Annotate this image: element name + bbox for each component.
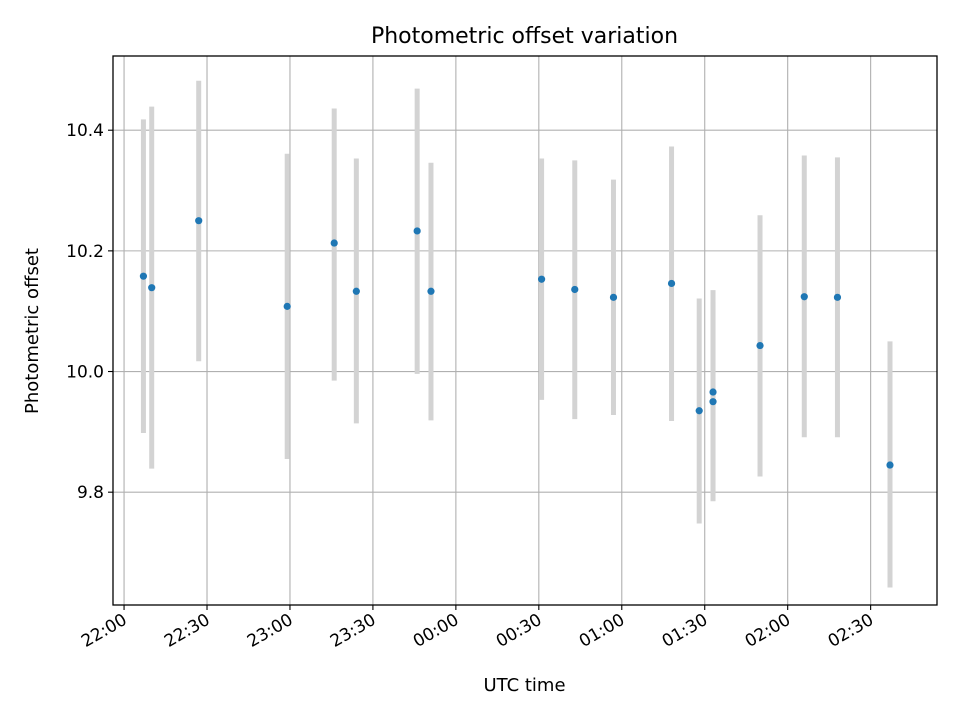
y-tick-label: 10.4	[66, 121, 104, 141]
y-axis-label: Photometric offset	[22, 248, 43, 414]
data-point	[427, 287, 435, 295]
y-tick-label: 10.0	[66, 363, 104, 383]
data-point	[330, 239, 338, 247]
data-point	[833, 293, 842, 301]
data-point	[800, 293, 808, 301]
data-point	[695, 407, 703, 415]
grid	[113, 56, 937, 605]
data-point	[609, 293, 618, 301]
data-point	[413, 227, 421, 235]
data-point	[571, 285, 579, 294]
data-point	[709, 388, 717, 396]
data-points	[139, 217, 894, 469]
data-point	[148, 284, 156, 292]
data-point	[886, 461, 894, 469]
x-axis-label: UTC time	[483, 675, 565, 696]
data-point	[667, 279, 676, 288]
data-point	[139, 272, 148, 280]
plot-area-frame	[112, 55, 938, 606]
data-point	[756, 341, 764, 350]
y-axis-ticks: 9.8 10.0 10.2 10.4	[66, 121, 113, 503]
data-point	[352, 287, 360, 295]
data-point	[195, 217, 203, 225]
y-tick-label: 10.2	[66, 242, 104, 262]
data-point	[537, 275, 546, 283]
data-point	[709, 398, 717, 406]
y-tick-label: 9.8	[77, 483, 104, 503]
chart-title: Photometric offset variation	[371, 24, 678, 49]
data-point	[283, 302, 291, 310]
